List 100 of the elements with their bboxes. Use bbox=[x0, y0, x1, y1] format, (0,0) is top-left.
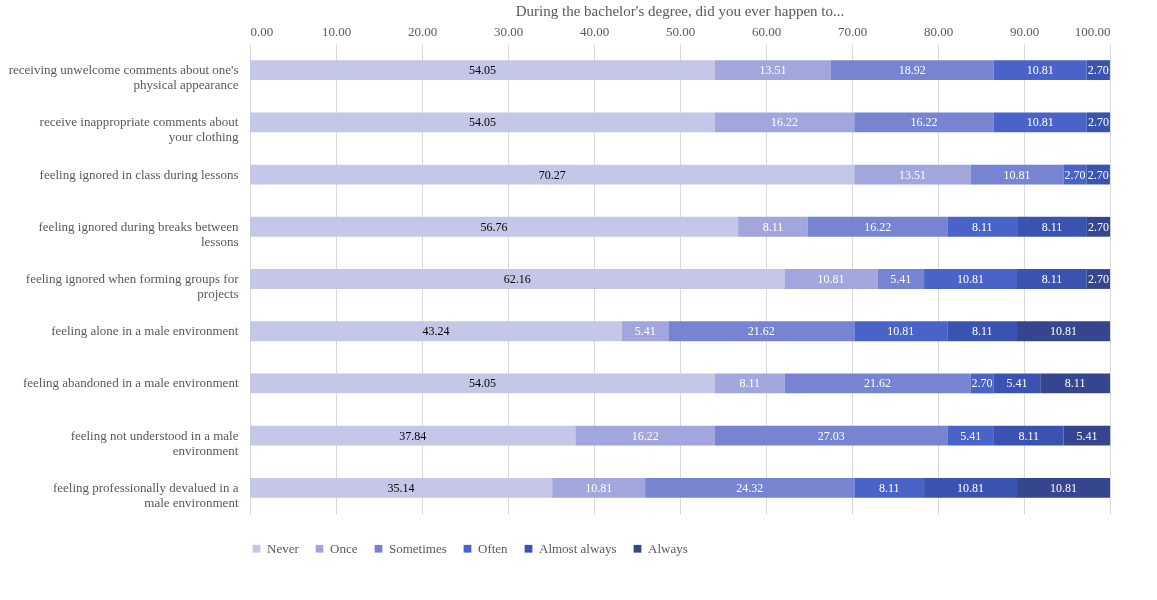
data-label: 10.81 bbox=[585, 480, 613, 495]
bar bbox=[250, 425, 576, 446]
data-label: 8.11 bbox=[739, 376, 760, 391]
bar bbox=[993, 425, 1064, 446]
x-tick-label: 30.00 bbox=[493, 23, 524, 39]
data-label: 21.62 bbox=[864, 376, 892, 391]
bar bbox=[947, 321, 1018, 342]
bar bbox=[947, 216, 1018, 237]
bar bbox=[250, 321, 622, 342]
y-tick-label: feeling ignored in class during lessons bbox=[39, 166, 239, 182]
bar bbox=[947, 425, 994, 446]
data-label: 8.11 bbox=[971, 219, 993, 234]
bar bbox=[1040, 373, 1110, 394]
x-tick-label: 100.00 bbox=[1074, 23, 1111, 39]
bar bbox=[250, 373, 715, 394]
x-tick-label: 70.00 bbox=[837, 23, 868, 39]
bar bbox=[807, 216, 948, 237]
legend-label: Once bbox=[330, 540, 358, 556]
data-label: 8.11 bbox=[762, 219, 784, 234]
chart-title: During the bachelor's degree, did you ever happen to... bbox=[515, 3, 845, 19]
bar bbox=[250, 164, 855, 185]
bar bbox=[1017, 321, 1110, 342]
bar bbox=[714, 112, 855, 133]
data-label: 16.22 bbox=[910, 115, 938, 130]
bar bbox=[784, 373, 971, 394]
bar bbox=[784, 269, 878, 289]
y-tick-label: feeling ignored during breaks between lessons bbox=[38, 218, 239, 249]
bar bbox=[854, 112, 994, 133]
data-label: 21.62 bbox=[747, 324, 775, 339]
data-label: 5.41 bbox=[1006, 376, 1028, 391]
data-label: 2.70 bbox=[1064, 167, 1086, 182]
bar bbox=[645, 477, 855, 498]
legend-label: Often bbox=[478, 540, 509, 556]
data-label: 37.84 bbox=[399, 428, 427, 443]
data-label: 24.32 bbox=[736, 480, 764, 495]
bar bbox=[575, 425, 715, 446]
data-label: 27.03 bbox=[817, 428, 845, 443]
data-label: 2.70 bbox=[1087, 115, 1109, 130]
legend-label: Sometimes bbox=[389, 540, 447, 556]
data-label: 8.11 bbox=[1041, 272, 1063, 286]
bar bbox=[250, 112, 715, 133]
bar bbox=[552, 477, 646, 498]
x-tick-label: 20.00 bbox=[407, 23, 438, 39]
data-label: 10.81 bbox=[887, 324, 915, 339]
data-label: 54.05 bbox=[468, 376, 496, 391]
data-label: 10.81 bbox=[1050, 324, 1078, 339]
data-label: 56.76 bbox=[480, 219, 508, 234]
bar bbox=[714, 60, 832, 81]
data-label: 8.11 bbox=[1064, 376, 1086, 391]
bar bbox=[877, 269, 925, 289]
x-tick-label: 50.00 bbox=[665, 23, 696, 39]
data-label: 10.81 bbox=[1026, 63, 1054, 78]
x-tick-label: 80.00 bbox=[923, 23, 954, 39]
bar bbox=[924, 477, 1018, 498]
y-tick-label: feeling alone in a male environment bbox=[51, 323, 239, 339]
x-tick-label: 0.00 bbox=[250, 23, 274, 39]
bar bbox=[621, 321, 669, 342]
bar bbox=[714, 425, 948, 446]
bar bbox=[1017, 269, 1087, 289]
data-label: 2.70 bbox=[971, 376, 993, 391]
data-label: 62.16 bbox=[503, 272, 531, 286]
bar bbox=[854, 164, 971, 185]
data-label: 16.22 bbox=[631, 428, 659, 443]
data-label: 13.51 bbox=[759, 63, 787, 78]
legend-label: Always bbox=[648, 540, 688, 556]
bar bbox=[1017, 216, 1087, 237]
data-label: 5.41 bbox=[960, 428, 982, 443]
bar bbox=[854, 321, 948, 342]
data-label: 5.41 bbox=[1076, 428, 1098, 443]
data-label: 10.81 bbox=[817, 272, 845, 286]
data-label: 8.11 bbox=[1041, 219, 1063, 234]
bar bbox=[250, 60, 715, 81]
data-label: 16.22 bbox=[864, 219, 892, 234]
data-label: 8.11 bbox=[1018, 428, 1040, 443]
data-label: 10.81 bbox=[1050, 480, 1078, 495]
y-tick-label: receiving unwelcome comments about one's physical appearance bbox=[8, 62, 239, 93]
data-label: 2.70 bbox=[1087, 63, 1109, 78]
bar bbox=[924, 269, 1018, 289]
data-label: 2.70 bbox=[1087, 219, 1109, 234]
data-label: 13.51 bbox=[898, 167, 926, 182]
data-label: 2.70 bbox=[1087, 272, 1109, 286]
data-label: 70.27 bbox=[538, 167, 566, 182]
x-tick-label: 60.00 bbox=[751, 23, 782, 39]
legend-label: Almost always bbox=[539, 540, 617, 556]
data-label: 10.81 bbox=[957, 272, 985, 286]
data-label: 10.81 bbox=[957, 480, 985, 495]
bar bbox=[993, 112, 1087, 133]
y-tick-label: feeling ignored when forming groups for projects bbox=[25, 271, 240, 301]
legend-label: Never bbox=[267, 540, 300, 556]
y-tick-label: receive inappropriate comments about your clothing bbox=[39, 114, 239, 145]
data-label: 5.41 bbox=[890, 272, 912, 286]
data-label: 10.81 bbox=[1003, 167, 1031, 182]
data-label: 10.81 bbox=[1026, 115, 1054, 130]
data-label: 18.92 bbox=[898, 63, 926, 78]
data-label: 35.14 bbox=[387, 480, 415, 495]
bar bbox=[831, 60, 994, 81]
x-tick-label: 40.00 bbox=[579, 23, 610, 39]
data-label: 43.24 bbox=[422, 324, 450, 339]
x-tick-label: 90.00 bbox=[1009, 23, 1040, 39]
data-label: 8.11 bbox=[878, 480, 900, 495]
